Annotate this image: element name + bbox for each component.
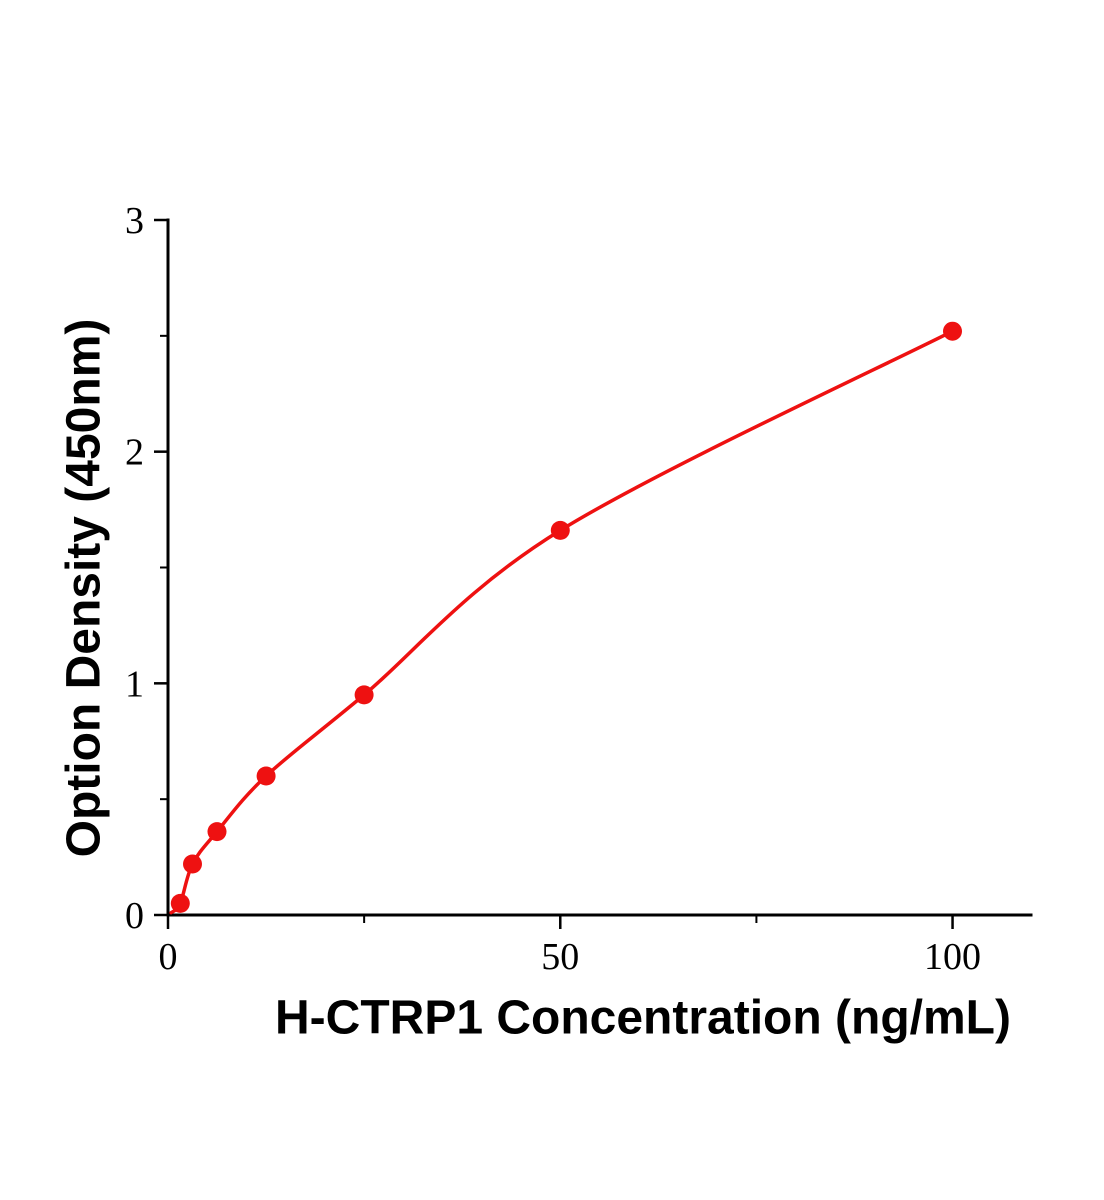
data-point: [183, 854, 202, 874]
data-point: [170, 893, 190, 913]
y-tick-label: 2: [125, 432, 144, 474]
axes-lines: [166, 218, 1033, 917]
x-tick-label: 50: [541, 936, 579, 978]
fitted-curve: [169, 329, 955, 915]
x-axis-label: H-CTRP1 Concentration (ng/mL): [275, 991, 1011, 1045]
y-tick-label: 0: [125, 895, 144, 937]
data-point: [943, 321, 962, 341]
y-axis-label: Option Density (450nm): [57, 318, 111, 858]
data-point: [354, 685, 374, 705]
y-tick-label: 1: [125, 663, 144, 705]
x-tick-label: 0: [159, 936, 178, 978]
x-tick-label: 100: [924, 936, 981, 978]
data-point: [256, 766, 276, 786]
y-tick-label: 3: [125, 200, 144, 242]
data-point: [550, 520, 570, 540]
data-point: [207, 822, 227, 842]
